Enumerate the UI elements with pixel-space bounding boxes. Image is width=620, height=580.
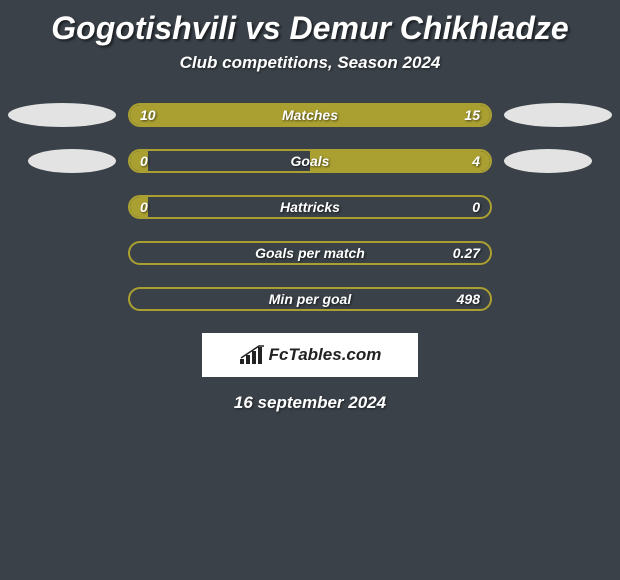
bar-hattricks: 0 Hattricks 0 [128,195,492,219]
brand-badge: FcTables.com [202,333,418,377]
avatar-left [8,103,116,127]
stat-label: Hattricks [280,199,340,215]
page-title: Gogotishvili vs Demur Chikhladze [0,0,620,53]
stat-row: Min per goal 498 [8,287,612,311]
avatar-right [504,103,612,127]
bar-goals: 0 Goals 4 [128,149,492,173]
stat-row: 10 Matches 15 [8,103,612,127]
stat-label: Matches [282,107,338,123]
stat-left-value: 10 [140,107,156,123]
stat-right-value: 4 [472,153,480,169]
page-subtitle: Club competitions, Season 2024 [0,53,620,103]
stat-row: 0 Hattricks 0 [8,195,612,219]
stat-right-value: 498 [457,291,480,307]
stat-left-value: 0 [140,153,148,169]
bar-fill-right [310,151,490,171]
avatar-left [28,149,116,173]
bar-chart-icon [239,345,265,365]
stats-container: 10 Matches 15 0 Goals 4 0 Hattricks 0 [0,103,620,311]
avatar-right [504,149,592,173]
stat-row: Goals per match 0.27 [8,241,612,265]
bar-goals-per-match: Goals per match 0.27 [128,241,492,265]
brand-text: FcTables.com [269,345,382,365]
stat-right-value: 0.27 [453,245,480,261]
stat-label: Min per goal [269,291,351,307]
stat-row: 0 Goals 4 [8,149,612,173]
stat-left-value: 0 [140,199,148,215]
bar-min-per-goal: Min per goal 498 [128,287,492,311]
stat-label: Goals [291,153,330,169]
bar-matches: 10 Matches 15 [128,103,492,127]
stat-label: Goals per match [255,245,365,261]
stat-right-value: 0 [472,199,480,215]
date-label: 16 september 2024 [0,393,620,413]
stat-right-value: 15 [464,107,480,123]
